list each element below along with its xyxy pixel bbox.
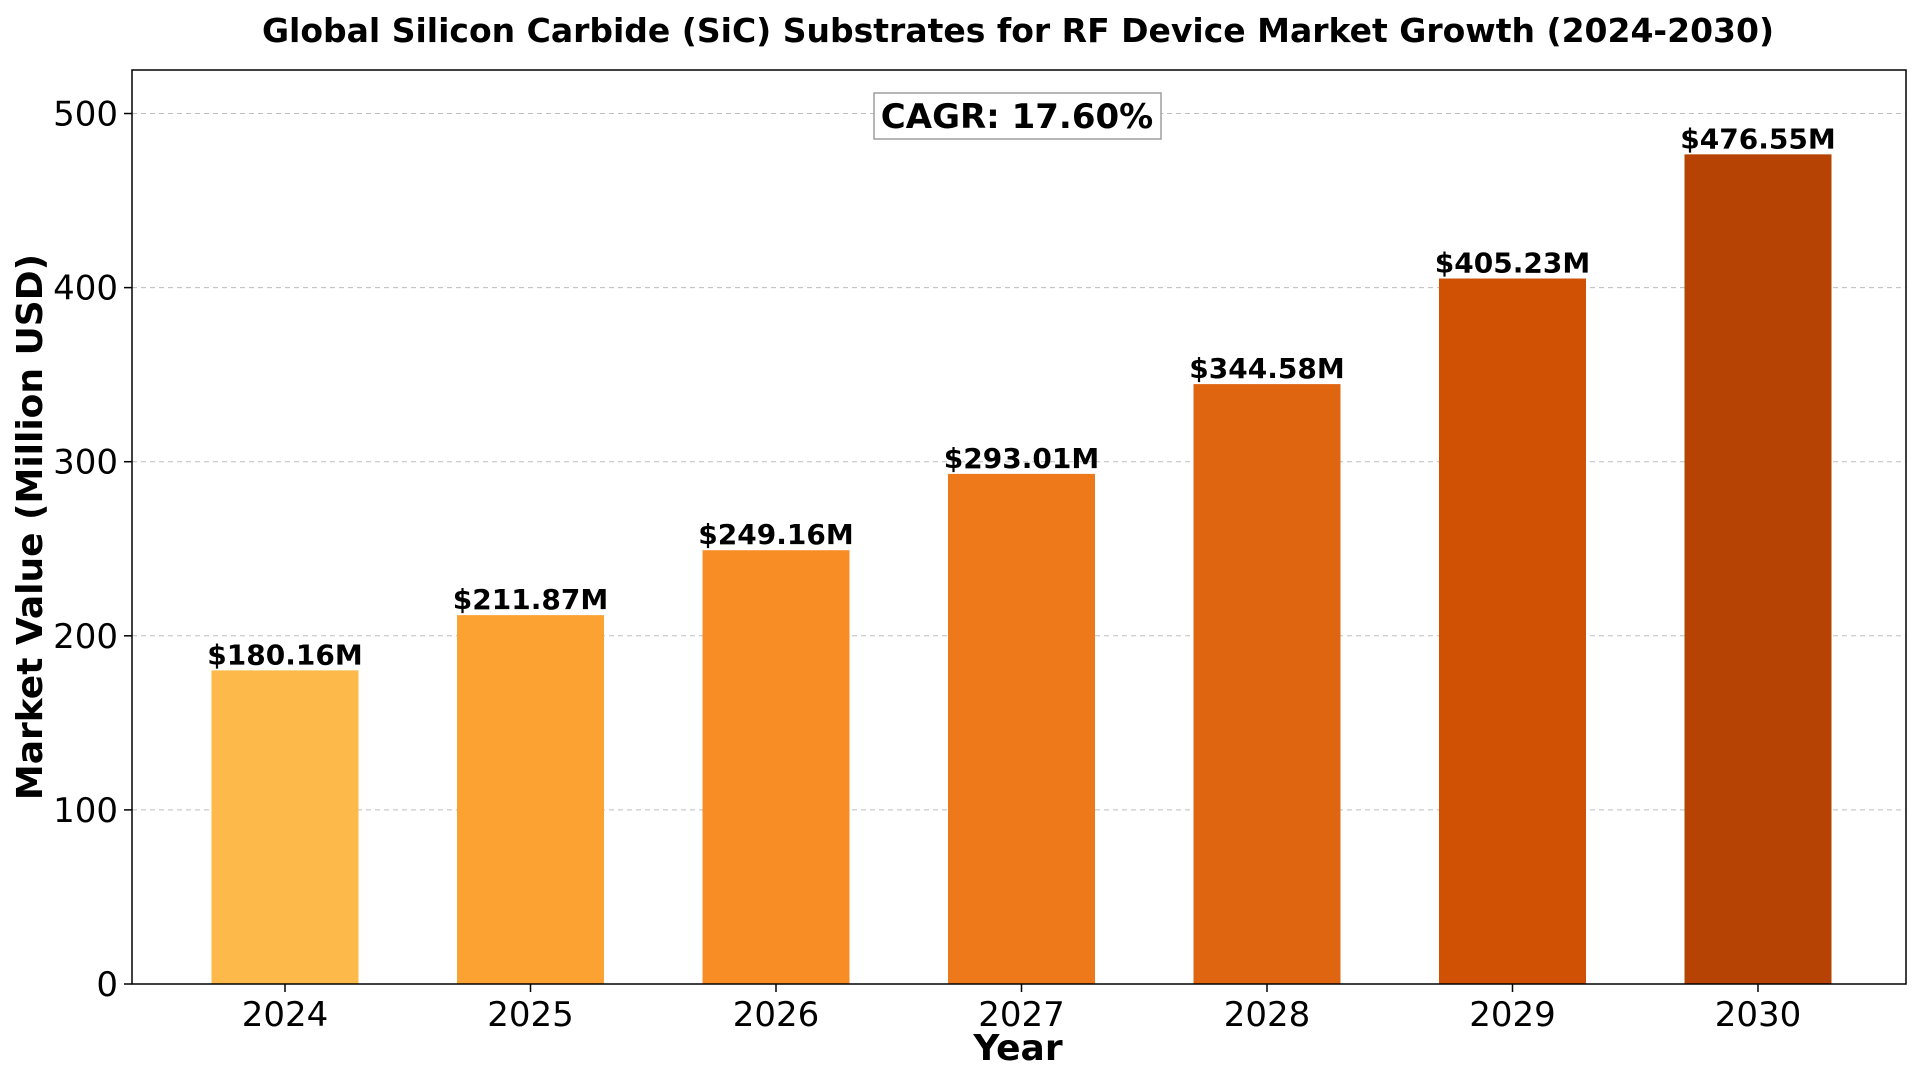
bars bbox=[211, 154, 1832, 985]
y-tick-label: 400 bbox=[53, 269, 118, 309]
y-tick-label: 300 bbox=[53, 443, 118, 483]
x-axis: 2024 2025 2026 2027 2028 2029 2030 bbox=[242, 984, 1802, 1035]
y-tick-label: 0 bbox=[96, 965, 118, 1005]
cagr-box bbox=[873, 92, 1162, 140]
data-label: $476.55M bbox=[1680, 122, 1835, 155]
y-tick-label: 200 bbox=[53, 617, 118, 657]
plot-frame bbox=[131, 69, 1907, 985]
y-tick-label: 500 bbox=[53, 95, 118, 135]
data-label: $405.23M bbox=[1435, 247, 1590, 280]
x-tick-label: 2027 bbox=[978, 995, 1065, 1035]
x-tick-label: 2028 bbox=[1224, 995, 1311, 1035]
y-tick-label: 100 bbox=[53, 791, 118, 831]
y-axis: 0 100 200 300 400 500 bbox=[53, 95, 132, 1005]
data-label: $180.16M bbox=[207, 638, 362, 671]
cagr-annotation: CAGR: 17.60% bbox=[873, 92, 1162, 140]
x-tick-label: 2026 bbox=[733, 995, 820, 1035]
bar-2029 bbox=[1439, 278, 1586, 984]
bar-2027 bbox=[948, 473, 1095, 984]
x-tick-label: 2030 bbox=[1715, 995, 1802, 1035]
x-tick-label: 2029 bbox=[1469, 995, 1556, 1035]
gridlines bbox=[132, 113, 1906, 811]
bar-2025 bbox=[457, 615, 604, 984]
y-axis-title: Market Value (Million USD) bbox=[10, 254, 51, 800]
bar-2024 bbox=[211, 670, 359, 984]
bar-2026 bbox=[702, 550, 850, 984]
data-label: $293.01M bbox=[944, 442, 1099, 475]
cagr-label: CAGR: 17.60% bbox=[881, 97, 1153, 137]
bar-2030 bbox=[1684, 154, 1832, 985]
data-label: $211.87M bbox=[453, 583, 608, 616]
data-label: $344.58M bbox=[1189, 352, 1344, 385]
x-tick-label: 2024 bbox=[242, 995, 329, 1035]
x-tick-label: 2025 bbox=[487, 995, 574, 1035]
data-labels: $180.16M $211.87M $249.16M $293.01M $344.58M… bbox=[207, 122, 1835, 671]
data-label: $249.16M bbox=[698, 518, 853, 551]
x-axis-title: Year bbox=[972, 1028, 1062, 1069]
bar-2028 bbox=[1193, 384, 1341, 984]
chart-title: Global Silicon Carbide (SiC) Substrates … bbox=[262, 11, 1774, 50]
